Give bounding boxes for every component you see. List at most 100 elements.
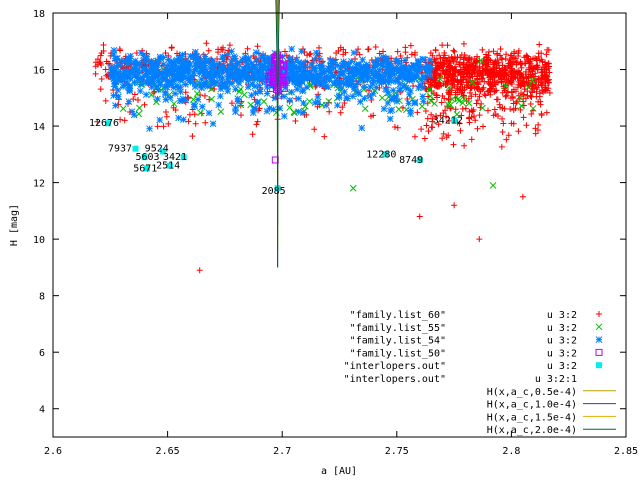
point-family-54 xyxy=(115,93,122,101)
point-family-54 xyxy=(314,76,322,84)
point-family-60 xyxy=(539,80,546,87)
point-family-60 xyxy=(467,63,474,70)
x-tick-label: 2.75 xyxy=(385,446,409,457)
point-family-60 xyxy=(458,51,465,58)
point-family-60 xyxy=(516,69,523,76)
point-family-54 xyxy=(375,73,382,80)
point-family-55 xyxy=(529,105,537,112)
point-family-60 xyxy=(339,104,346,111)
point-family-54 xyxy=(191,79,199,87)
point-family-54 xyxy=(263,107,271,115)
point-family-55 xyxy=(489,182,497,189)
point-family-54 xyxy=(209,57,216,65)
point-family-54 xyxy=(287,73,295,81)
point-family-54 xyxy=(340,79,347,87)
point-family-54 xyxy=(405,100,412,107)
point-family-60 xyxy=(407,42,414,49)
point-family-60 xyxy=(238,112,245,119)
point-family-54 xyxy=(370,64,378,72)
point-family-54 xyxy=(166,94,174,102)
point-family-54 xyxy=(280,112,288,120)
point-family-54 xyxy=(184,58,191,66)
point-family-54 xyxy=(161,75,169,83)
point-family-54 xyxy=(136,60,143,67)
point-family-54 xyxy=(175,58,183,65)
legend-swatch-plus xyxy=(596,311,602,317)
point-family-60 xyxy=(424,115,431,122)
point-family-60 xyxy=(228,100,235,107)
point-family-60 xyxy=(458,112,465,119)
point-family-54 xyxy=(315,80,323,87)
point-family-54 xyxy=(201,53,209,60)
point-family-54 xyxy=(209,66,217,74)
envelope-curve xyxy=(277,0,280,268)
point-family-60 xyxy=(500,120,507,127)
point-family-54 xyxy=(171,71,178,79)
point-family-54 xyxy=(157,55,165,63)
point-family-54 xyxy=(115,68,123,76)
point-family-54 xyxy=(209,120,217,128)
point-family-54 xyxy=(307,60,315,68)
point-family-54 xyxy=(317,73,325,81)
point-family-54 xyxy=(152,65,159,73)
point-family-60 xyxy=(311,126,318,133)
point-family-54 xyxy=(183,61,191,69)
point-family-60 xyxy=(168,44,175,51)
point-family-54 xyxy=(376,71,383,78)
point-family-54 xyxy=(126,86,133,94)
point-family-54 xyxy=(205,109,213,117)
point-interloper xyxy=(166,162,173,169)
point-family-54 xyxy=(155,76,163,84)
legend-entry-name: "family.list_60" xyxy=(350,310,446,321)
point-family-54 xyxy=(164,79,172,87)
point-family-54 xyxy=(159,71,167,79)
point-family-50 xyxy=(266,84,274,92)
point-family-54 xyxy=(380,63,388,70)
point-family-60 xyxy=(121,117,128,124)
point-family-60 xyxy=(442,107,449,114)
y-tick-label: 4 xyxy=(39,405,45,416)
point-family-60 xyxy=(472,91,479,98)
point-family-54 xyxy=(180,67,188,75)
point-family-54 xyxy=(182,74,190,82)
point-family-60 xyxy=(529,85,536,92)
point-family-54 xyxy=(420,56,428,64)
point-family-54 xyxy=(352,68,359,76)
point-family-54 xyxy=(141,65,148,72)
point-family-60 xyxy=(429,124,436,131)
legend-entry-name: H(x,a_c,0.5e-4) xyxy=(487,387,577,398)
point-family-54 xyxy=(387,77,395,85)
point-family-54 xyxy=(150,68,158,76)
point-interloper xyxy=(416,156,423,163)
point-family-54 xyxy=(394,67,402,75)
point-interloper xyxy=(180,154,187,161)
point-family-54 xyxy=(412,64,420,72)
point-family-54 xyxy=(126,71,134,79)
point-family-54 xyxy=(276,104,284,112)
point-family-54 xyxy=(314,93,322,101)
point-family-50 xyxy=(280,85,288,93)
envelope-curve xyxy=(277,0,280,250)
point-family-54 xyxy=(318,61,326,69)
point-family-54 xyxy=(277,68,285,76)
point-family-54 xyxy=(324,67,332,75)
point-family-54 xyxy=(300,59,308,67)
point-family-60 xyxy=(476,63,483,70)
point-family-54 xyxy=(299,86,307,94)
point-family-60 xyxy=(182,89,189,96)
point-family-60 xyxy=(463,79,470,86)
point-family-60 xyxy=(141,101,148,108)
point-family-54 xyxy=(411,75,419,82)
point-family-54 xyxy=(110,75,118,82)
point-family-54 xyxy=(165,56,173,63)
legend-entry-using: u 3:2 xyxy=(547,348,577,359)
point-family-60 xyxy=(485,78,492,85)
point-family-60 xyxy=(508,120,515,127)
point-family-60 xyxy=(411,51,418,58)
x-tick-label: 2.65 xyxy=(156,446,180,457)
point-family-60 xyxy=(445,95,452,102)
point-family-54 xyxy=(193,65,200,73)
point-family-55 xyxy=(148,91,155,99)
